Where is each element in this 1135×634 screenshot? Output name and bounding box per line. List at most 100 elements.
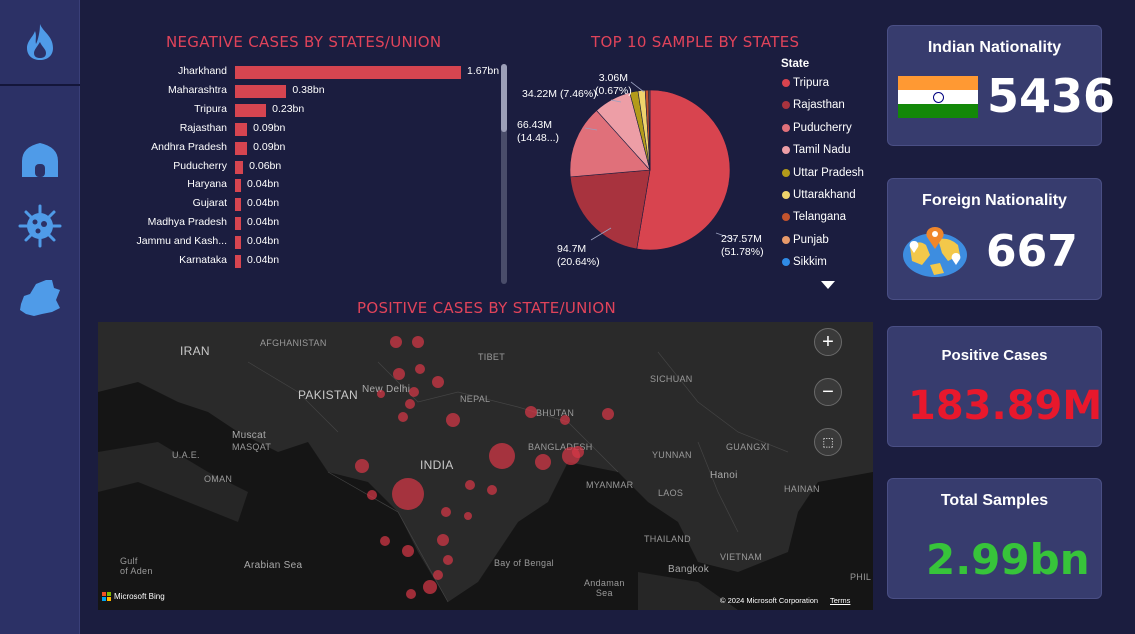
map-label-uae: U.A.E. [172,450,200,460]
dashboard-main: NEGATIVE CASES BY STATES/UNION Jharkhand… [81,0,1135,634]
map-label-oman: OMAN [204,474,233,484]
select-area-icon[interactable]: ⬚ [814,428,842,456]
bar[interactable] [235,66,461,79]
map-bubble[interactable] [433,570,443,580]
positive-cases-map[interactable]: IRAN AFGHANISTAN PAKISTAN TIBET NEPAL BH… [98,322,873,610]
map-bubble[interactable] [390,336,402,348]
pie-leader-line [590,227,612,241]
map-bubble[interactable] [412,336,424,348]
map-bubble[interactable] [398,412,408,422]
map-label-andaman-sea: Andaman Sea [584,578,625,598]
map-bubble[interactable] [377,390,385,398]
map-bubble[interactable] [487,485,497,495]
map-label-phil: PHIL [850,572,872,582]
total-samples-card: Total Samples 2.99bn [887,478,1102,599]
map-label-pakistan: PAKISTAN [298,388,358,402]
pie-slice[interactable] [569,110,651,178]
bar[interactable] [235,103,267,117]
legend-item[interactable]: Punjab [782,234,829,246]
legend-item[interactable]: Rajasthan [782,99,845,111]
map-bubble[interactable] [572,446,584,458]
legend-scroll-down-icon[interactable] [821,281,835,289]
bar-value-label: 0.04bn [247,216,280,229]
bar[interactable] [235,122,248,136]
bar[interactable] [235,236,241,250]
map-bubble[interactable] [464,512,472,520]
bar-label: Karnataka [179,254,227,266]
bar[interactable] [235,255,241,268]
flame-icon[interactable] [0,0,80,86]
legend-item[interactable]: Uttarakhand [782,189,856,201]
map-bubble[interactable] [367,490,377,500]
bar[interactable] [235,84,287,98]
home-icon[interactable] [14,135,66,187]
map-bubble[interactable] [423,580,437,594]
map-terms-link[interactable]: Terms [830,596,851,605]
bar-value-label: 0.38bn [292,83,325,96]
map-label-sichuan: SICHUAN [650,374,693,384]
state-map-icon[interactable] [14,272,66,324]
negative-chart-scrollbar[interactable] [501,64,507,284]
map-bubble[interactable] [393,368,405,380]
pie-slice[interactable] [636,89,731,251]
bar[interactable] [235,141,248,155]
pie-chart-title: TOP 10 SAMPLE BY STATES [591,33,800,51]
legend-item[interactable]: Tripura [782,77,829,89]
map-bubble[interactable] [602,408,614,420]
map-bubble[interactable] [446,413,460,427]
map-label-muscat: Muscat [232,430,267,441]
map-label-iran: IRAN [180,344,210,358]
map-bubble[interactable] [406,589,416,599]
legend-dot [782,235,790,244]
bar[interactable] [235,217,241,231]
map-bubble[interactable] [380,536,390,546]
map-bubble[interactable] [405,399,415,409]
indian-nationality-card: Indian Nationality 5436 [887,25,1115,146]
bar-value-label: 0.09bn [253,140,286,153]
bar-value-label: 0.04bn [247,197,280,210]
pie-leader-line [610,99,622,103]
map-bubble[interactable] [443,555,453,565]
legend-label: Punjab [793,233,829,246]
map-label-hanoi: Hanoi [710,470,738,481]
legend-item[interactable]: Telangana [782,211,846,223]
map-bubble[interactable] [415,364,425,374]
map-bubble[interactable] [432,376,444,388]
map-bubble[interactable] [525,406,537,418]
map-bubble[interactable] [409,387,419,397]
positive-cases-card: Positive Cases 183.89M [887,326,1102,447]
bar-label: Andhra Pradesh [151,140,227,153]
map-bubble[interactable] [465,480,475,490]
map-label-yunnan: YUNNAN [652,450,692,460]
legend-dot [782,79,790,87]
map-bubble[interactable] [535,454,551,470]
map-bubble[interactable] [560,415,570,425]
map-label-bangkok: Bangkok [668,564,710,575]
bar[interactable] [235,179,241,193]
map-label-tibet: TIBET [478,352,506,362]
bar[interactable] [235,198,241,212]
zoom-in-button[interactable]: + [814,328,842,356]
virus-icon[interactable] [14,200,66,252]
pie-slice[interactable] [569,169,651,250]
map-bubble[interactable] [441,507,451,517]
bar-label: Madhya Pradesh [147,216,227,229]
legend-label: Tripura [793,77,829,89]
foreign-nationality-card: Foreign Nationality 667 [887,178,1102,300]
zoom-out-button[interactable]: − [814,378,842,406]
map-bubble[interactable] [355,459,369,473]
legend-item[interactable]: Sikkim [782,256,827,268]
map-bubble[interactable] [402,545,414,557]
legend-item[interactable]: Puducherry [782,122,852,134]
bar[interactable] [235,160,244,174]
map-bubble[interactable] [437,534,449,546]
legend-item[interactable]: Tamil Nadu [782,144,851,156]
foreign-nationality-title: Foreign Nationality [922,192,1067,209]
map-bubble[interactable] [392,478,424,510]
bar-label: Maharashtra [168,83,227,96]
scrollbar-thumb[interactable] [501,64,507,132]
legend-item[interactable]: Uttar Pradesh [782,167,864,179]
map-label-laos: LAOS [658,488,684,498]
legend-dot [782,168,790,177]
map-bubble[interactable] [489,443,515,469]
